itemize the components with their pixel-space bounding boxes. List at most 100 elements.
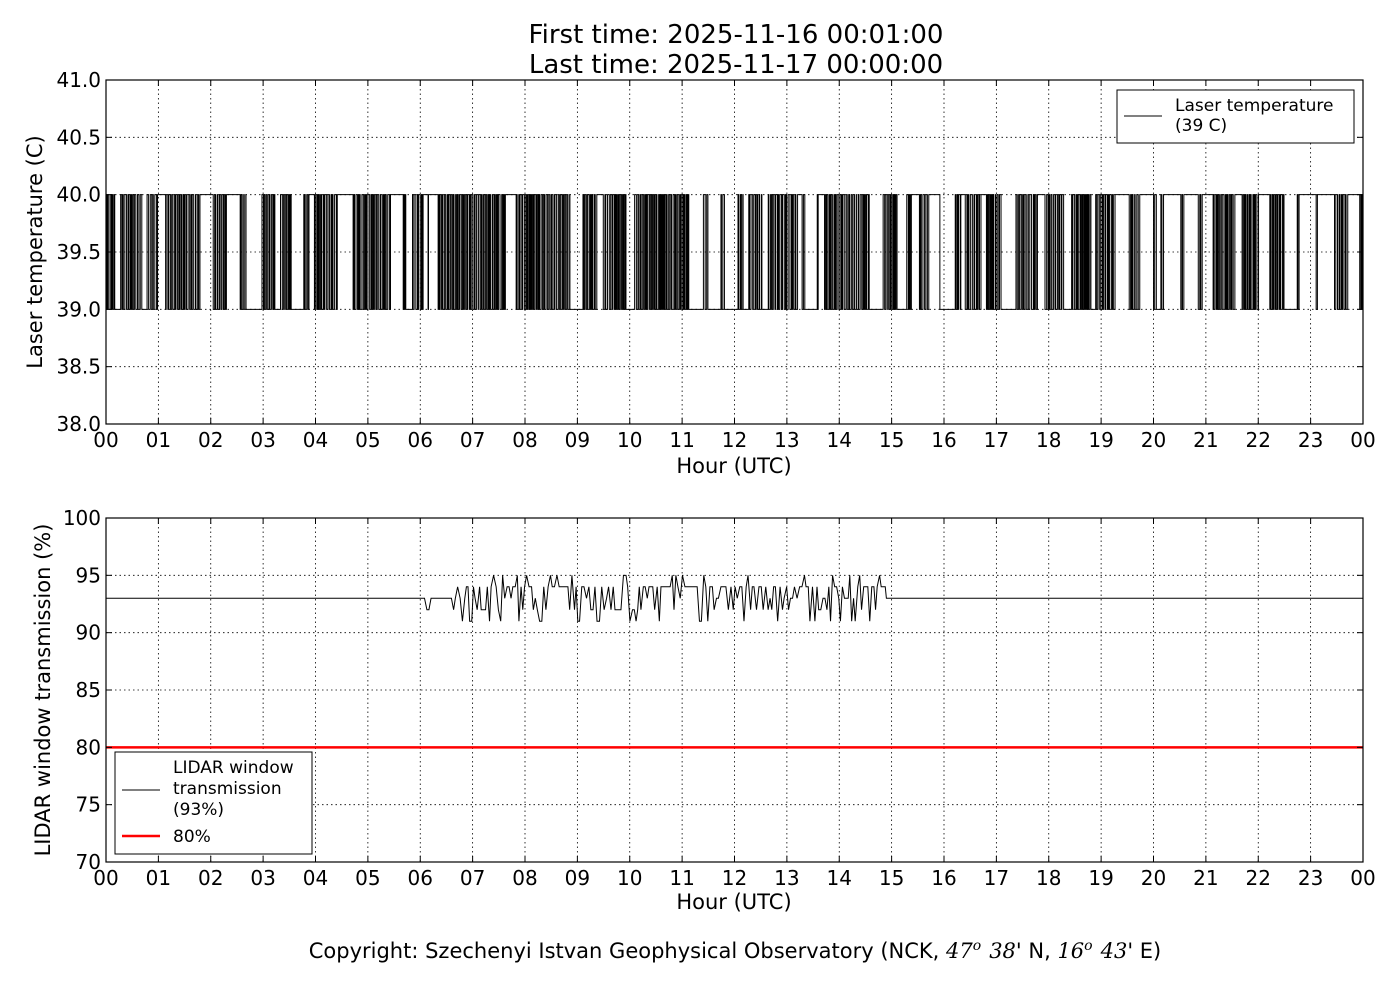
- copyright-prefix: Copyright: Szechenyi Istvan Geophysical …: [309, 939, 946, 963]
- bottom-x-tick-label: 16: [931, 866, 956, 890]
- bottom-x-tick-label: 17: [984, 866, 1009, 890]
- top-y-tick-label: 39.5: [56, 240, 101, 264]
- top-x-tick-label: 14: [827, 428, 852, 452]
- top-x-tick-label: 12: [722, 428, 747, 452]
- copyright-lon-deg: 16: [1057, 939, 1084, 963]
- top-x-tick-label: 18: [1036, 428, 1061, 452]
- top-x-tick-label: 19: [1088, 428, 1113, 452]
- top-x-tick-label: 02: [198, 428, 223, 452]
- top-y-tick-label: 39.0: [56, 297, 101, 321]
- bottom-x-tick-label: 19: [1088, 866, 1113, 890]
- lidar-transmission-panel: 70 75 80 85 90 95 100 00 01 02 03 04 05 06 07 08 09 10 11…: [31, 506, 1376, 914]
- top-y-tick-label: 38.0: [56, 412, 101, 436]
- laser-temperature-line: [106, 194, 1364, 310]
- top-x-ticks: 00 01 02 03 04 05 06 07 08 09 10 11 12 13 14 15 16 17 18 19…: [93, 80, 1376, 452]
- bottom-x-axis-label: Hour (UTC): [676, 890, 791, 914]
- bottom-legend-threshold-label: 80%: [173, 827, 211, 847]
- chart-title-line2: Last time: 2025-11-17 00:00:00: [529, 50, 943, 80]
- top-x-tick-label: 17: [984, 428, 1009, 452]
- top-y-tick-label: 38.5: [56, 355, 101, 379]
- top-legend: Laser temperature (39 C): [1116, 89, 1355, 144]
- copyright-lon-suffix: ' E): [1127, 939, 1161, 963]
- bottom-y-axis-label: LIDAR window transmission (%): [31, 524, 55, 857]
- top-x-tick-label: 07: [460, 428, 485, 452]
- top-y-axis-label: Laser temperature (C): [23, 135, 47, 368]
- bottom-y-tick-label: 70: [76, 850, 101, 874]
- bottom-grid: [106, 518, 1363, 862]
- lidar-transmission-series: [106, 574, 1363, 749]
- top-x-tick-label: 15: [879, 428, 904, 452]
- top-y-tick-label: 40.0: [56, 183, 101, 207]
- bottom-legend-transmission-line2: transmission: [173, 779, 282, 799]
- laser-temperature-series: [106, 194, 1364, 310]
- bottom-x-tick-label: 03: [250, 866, 275, 890]
- top-x-tick-label: 00: [1350, 428, 1375, 452]
- bottom-y-tick-label: 90: [76, 621, 101, 645]
- copyright-lat-suffix: ' N,: [1016, 939, 1058, 963]
- bottom-x-tick-label: 11: [669, 866, 694, 890]
- bottom-x-tick-label: 09: [565, 866, 590, 890]
- bottom-y-tick-label: 100: [63, 506, 101, 530]
- top-x-tick-label: 08: [512, 428, 537, 452]
- bottom-x-tick-label: 18: [1036, 866, 1061, 890]
- top-x-tick-label: 10: [617, 428, 642, 452]
- copyright-lat-deg: 47: [945, 939, 973, 963]
- bottom-legend-transmission-line1: LIDAR window: [173, 758, 294, 778]
- bottom-x-tick-label: 06: [408, 866, 433, 890]
- top-x-tick-label: 22: [1246, 428, 1271, 452]
- top-x-tick-label: 06: [408, 428, 433, 452]
- bottom-x-tick-label: 21: [1193, 866, 1218, 890]
- top-x-axis-label: Hour (UTC): [676, 454, 791, 478]
- bottom-x-tick-label: 04: [303, 866, 328, 890]
- top-x-tick-label: 11: [669, 428, 694, 452]
- bottom-x-tick-label: 10: [617, 866, 642, 890]
- bottom-x-tick-label: 13: [774, 866, 799, 890]
- top-x-tick-label: 01: [146, 428, 171, 452]
- bottom-x-tick-label: 00: [93, 866, 118, 890]
- bottom-x-tick-label: 08: [512, 866, 537, 890]
- bottom-legend-transmission-line3: (93%): [173, 800, 224, 820]
- copyright-lon-min: 43: [1100, 939, 1128, 963]
- top-x-tick-label: 21: [1193, 428, 1218, 452]
- bottom-x-tick-label: 00: [1350, 866, 1375, 890]
- bottom-x-tick-label: 22: [1246, 866, 1271, 890]
- copyright-lat-deg-symbol: o: [973, 938, 981, 954]
- top-x-tick-label: 13: [774, 428, 799, 452]
- top-x-tick-label: 05: [355, 428, 380, 452]
- bottom-y-tick-label: 85: [76, 678, 101, 702]
- top-legend-label-line1: Laser temperature: [1175, 96, 1333, 116]
- top-x-tick-label: 09: [565, 428, 590, 452]
- bottom-y-tick-label: 75: [76, 793, 101, 817]
- lidar-transmission-line: [106, 574, 1363, 622]
- top-y-tick-label: 40.5: [56, 125, 101, 149]
- copyright-lat-min: 38: [989, 939, 1016, 963]
- bottom-x-tick-label: 01: [146, 866, 171, 890]
- top-x-tick-label: 00: [93, 428, 118, 452]
- bottom-legend: LIDAR window transmission (93%) 80%: [114, 751, 313, 855]
- top-y-tick-label: 41.0: [56, 68, 101, 92]
- copyright-lon-deg-symbol: o: [1084, 938, 1092, 954]
- top-x-tick-label: 16: [931, 428, 956, 452]
- bottom-x-tick-label: 05: [355, 866, 380, 890]
- copyright-text: Copyright: Szechenyi Istvan Geophysical …: [309, 938, 1162, 963]
- bottom-y-tick-label: 95: [76, 563, 101, 587]
- chart-title-line1: First time: 2025-11-16 00:01:00: [529, 20, 944, 50]
- bottom-x-tick-label: 07: [460, 866, 485, 890]
- top-y-ticks: 38.0 38.5 39.0 39.5 40.0 40.5 41.0: [56, 68, 1363, 436]
- bottom-y-ticks: 70 75 80 85 90 95 100: [63, 506, 1363, 874]
- bottom-x-tick-label: 14: [827, 866, 852, 890]
- top-legend-label-line2: (39 C): [1175, 116, 1227, 136]
- top-x-tick-label: 23: [1298, 428, 1323, 452]
- top-x-tick-label: 03: [250, 428, 275, 452]
- bottom-x-tick-label: 12: [722, 866, 747, 890]
- bottom-y-tick-label: 80: [76, 735, 101, 759]
- bottom-x-tick-label: 23: [1298, 866, 1323, 890]
- top-x-tick-label: 20: [1141, 428, 1166, 452]
- bottom-x-tick-label: 02: [198, 866, 223, 890]
- top-x-tick-label: 04: [303, 428, 328, 452]
- laser-temperature-panel: 38.038.539.039.540.040.541.0 00 01 02 03 04 0…: [23, 68, 1376, 478]
- bottom-x-ticks: 00 01 02 03 04 05 06 07 08 09 10 11 12 13 14 15 16 17 18 19…: [93, 518, 1376, 890]
- bottom-x-tick-label: 15: [879, 866, 904, 890]
- bottom-x-tick-label: 20: [1141, 866, 1166, 890]
